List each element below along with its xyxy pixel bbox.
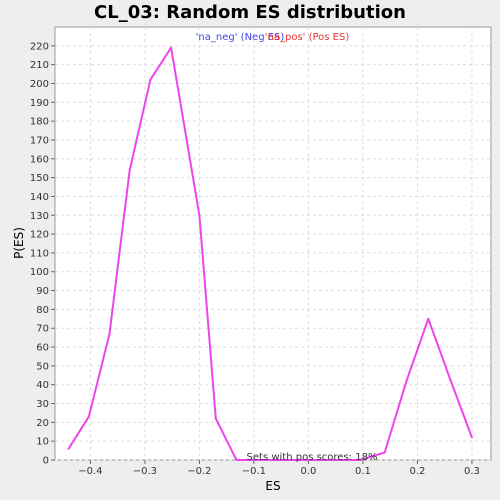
y-tick-label: 50 (36, 361, 49, 372)
y-tick-label: 0 (43, 456, 49, 467)
y-tick-label: 220 (30, 41, 49, 52)
grid-lines (55, 27, 491, 461)
data-point (383, 451, 386, 454)
x-axis: −0.4 −0.3 −0.2 −0.1 0.0 0.1 0.2 0.3 (78, 460, 480, 477)
y-tick-label: 10 (36, 437, 49, 448)
y-tick-label: 200 (30, 79, 49, 90)
y-tick-label: 60 (36, 343, 49, 354)
data-point (214, 417, 217, 420)
x-tick-label: 0.1 (355, 466, 371, 477)
data-point (449, 378, 452, 380)
data-point (170, 46, 173, 49)
plot-area (54, 26, 492, 461)
series-layer (67, 46, 473, 461)
y-tick-label: 90 (36, 286, 49, 297)
x-tick-label: 0.0 (300, 466, 316, 477)
data-point (405, 379, 408, 382)
y-tick-label: 20 (36, 418, 49, 429)
legend-entry-pos: 'na_pos' (Pos ES) (265, 32, 350, 43)
y-tick-label: 210 (30, 60, 49, 71)
data-point (427, 317, 430, 320)
y-tick-label: 30 (36, 399, 49, 410)
data-point (149, 78, 152, 81)
y-tick-label: 140 (30, 192, 49, 203)
x-tick-label: −0.2 (187, 466, 211, 477)
data-point (67, 447, 70, 450)
y-tick-label: 170 (30, 135, 49, 146)
series-line-0 (67, 46, 473, 461)
x-tick-label: −0.3 (133, 466, 157, 477)
y-tick-label: 150 (30, 173, 49, 184)
data-point (338, 459, 341, 461)
x-tick-label: 0.3 (464, 466, 480, 477)
data-point (470, 436, 473, 439)
x-tick-label: 0.2 (409, 466, 425, 477)
y-tick-label: 100 (30, 267, 49, 278)
data-point (318, 459, 321, 461)
x-axis-label: ES (265, 479, 280, 493)
pos-scores-annotation: Sets with pos scores: 18% (247, 452, 378, 463)
y-axis: 0 10 20 30 40 50 60 70 80 90 100 110 120 130 140 150 160… (30, 41, 55, 467)
y-tick-label: 120 (30, 230, 49, 241)
data-point (296, 459, 299, 461)
data-point (276, 459, 279, 461)
data-point (108, 332, 111, 335)
legend: 'na_neg' (Neg ES) 'na_pos' (Pos ES) (196, 32, 350, 43)
data-point (198, 214, 201, 217)
y-tick-label: 180 (30, 117, 49, 128)
x-tick-label: −0.1 (242, 466, 266, 477)
y-tick-label: 40 (36, 380, 49, 391)
y-tick-label: 190 (30, 98, 49, 109)
y-tick-label: 160 (30, 154, 49, 165)
data-point (87, 415, 90, 418)
legend-entry-neg: 'na_neg' (Neg ES) (196, 32, 285, 43)
y-tick-label: 130 (30, 211, 49, 222)
y-axis-label: P(ES) (12, 227, 26, 259)
chart-title: CL_03: Random ES distribution (94, 2, 406, 23)
data-point (235, 459, 238, 461)
data-point (359, 459, 362, 461)
x-tick-label: −0.4 (78, 466, 102, 477)
data-point (255, 459, 258, 461)
y-tick-label: 110 (30, 248, 49, 259)
data-point (128, 169, 131, 172)
y-tick-label: 80 (36, 305, 49, 316)
y-tick-label: 70 (36, 324, 49, 335)
